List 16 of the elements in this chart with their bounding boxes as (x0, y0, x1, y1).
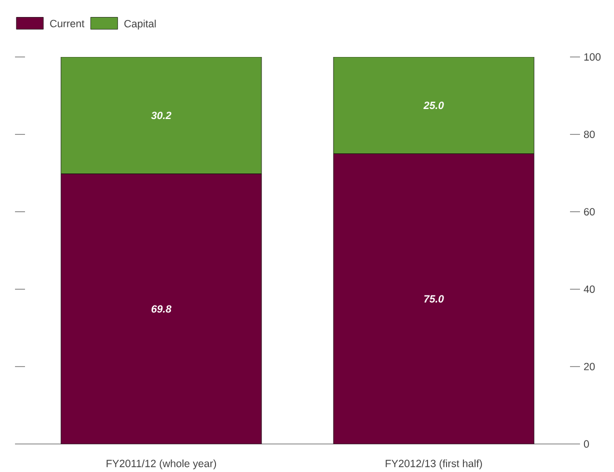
data-label: 75.0 (424, 295, 444, 303)
legend-label: Current (50, 20, 84, 28)
y-tick-label: 100 (584, 53, 601, 61)
bar (333, 56, 534, 154)
y-tick-label: 20 (584, 362, 595, 370)
bar (60, 56, 262, 174)
data-label: 25.0 (423, 102, 444, 110)
y-tick-label: 60 (584, 208, 595, 216)
data-label: 69.8 (152, 305, 172, 313)
legend-label: Capital (124, 20, 156, 30)
y-tick-label: 80 (584, 130, 595, 138)
data-label: 30.2 (151, 112, 172, 120)
x-tick-label: FY2011/12 (whole year) (106, 460, 216, 470)
y-tick-label: 40 (584, 285, 595, 293)
x-tick-label: FY2012/13 (first half) (386, 460, 482, 470)
y-tick-label: 0 (584, 440, 589, 448)
